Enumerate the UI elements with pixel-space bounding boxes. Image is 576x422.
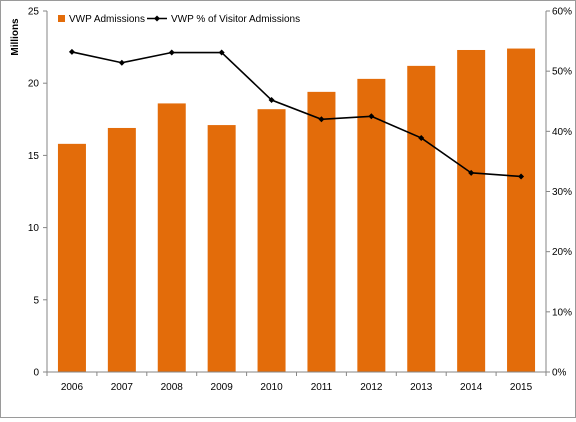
axes <box>43 10 550 376</box>
y-tick-label: 5 <box>33 295 39 306</box>
x-tick-label: 2013 <box>410 382 433 393</box>
bar-2015 <box>507 48 536 372</box>
y-tick-label: 10 <box>28 223 40 234</box>
y-axis-title: Millions <box>10 18 21 56</box>
bar-2010 <box>257 109 286 372</box>
y2-tick-label: 30% <box>552 187 572 198</box>
y2-tick-label: 0% <box>552 368 567 379</box>
legend-bar-swatch <box>58 15 65 22</box>
x-tick-label: 2014 <box>460 382 483 393</box>
legend-bar-label: VWP Admissions <box>69 14 145 25</box>
y-tick-label: 20 <box>28 79 40 90</box>
bar-2012 <box>357 78 386 373</box>
y-tick-label: 15 <box>28 151 40 162</box>
bar-2006 <box>57 143 86 372</box>
line-point-2012 <box>368 113 375 120</box>
bar-2008 <box>157 103 186 372</box>
bar-2009 <box>207 125 236 373</box>
y2-tick-label: 20% <box>552 247 572 258</box>
y-tick-label: 25 <box>28 7 40 18</box>
legend-line-marker <box>154 15 160 22</box>
y2-tick-label: 60% <box>552 7 572 18</box>
x-tick-label: 2009 <box>211 382 234 393</box>
line-point-2013 <box>418 134 425 141</box>
line-point-2007 <box>118 59 125 66</box>
legend: VWP Admissions VWP % of Visitor Admission… <box>58 14 300 25</box>
x-tick-label: 2010 <box>260 382 283 393</box>
y2-tick-label: 50% <box>552 67 572 78</box>
y2-tick-label: 40% <box>552 127 572 138</box>
line-series <box>68 48 525 180</box>
bar-2013 <box>407 65 436 372</box>
line-point-2015 <box>518 173 525 180</box>
line-point-2014 <box>468 169 475 176</box>
y2-tick-label: 10% <box>552 307 572 318</box>
x-tick-label: 2006 <box>61 382 84 393</box>
line-point-2008 <box>168 49 175 56</box>
line-point-2009 <box>218 49 225 56</box>
bar-series <box>57 48 536 373</box>
line-point-2010 <box>268 97 275 104</box>
x-tick-label: 2007 <box>111 382 134 393</box>
x-tick-label: 2011 <box>311 382 333 393</box>
bar-2007 <box>107 127 136 373</box>
line-path <box>71 51 522 178</box>
bar-2014 <box>457 49 486 372</box>
bar-2011 <box>307 91 336 372</box>
x-tick-label: 2015 <box>510 382 533 393</box>
x-tick-label: 2008 <box>161 382 184 393</box>
line-point-2006 <box>68 48 75 55</box>
line-point-2011 <box>318 116 325 123</box>
tick-labels: 0 5 10 15 20 25 0% 10% 20% 30% 40% 50% 60% 2006 2007 20… <box>28 7 572 394</box>
x-tick-label: 2012 <box>360 382 383 393</box>
y-tick-label: 0 <box>33 368 39 379</box>
legend-line-label: VWP % of Visitor Admissions <box>171 14 300 25</box>
